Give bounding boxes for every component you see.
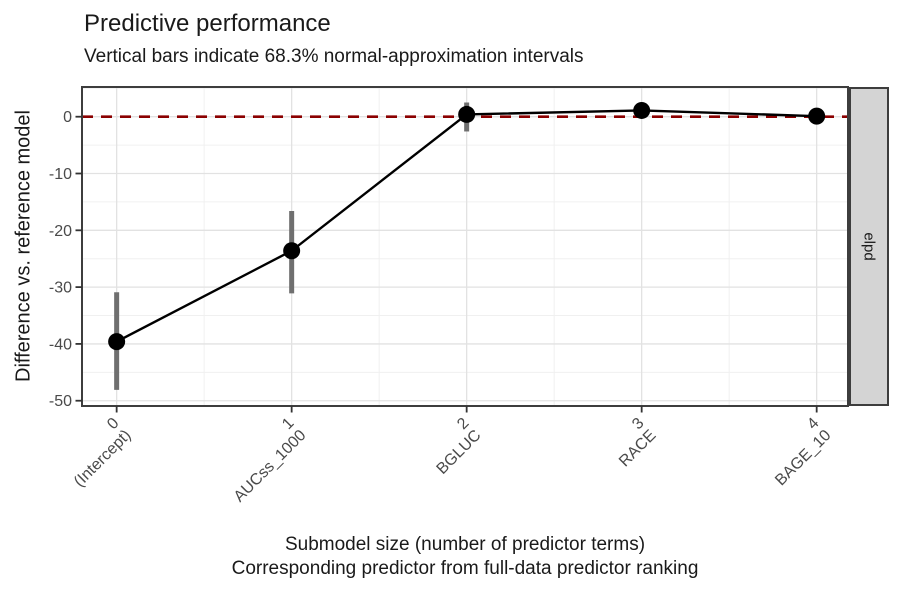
x-tick-label: 1AUCss_1000 [219,415,310,506]
chart-subtitle: Vertical bars indicate 68.3% normal-appr… [84,46,584,67]
y-tick-label: -50 [49,393,72,410]
data-point [458,105,476,123]
x-tick-label: 0(Intercept) [59,415,135,491]
panel-border [81,86,849,407]
y-tick-label: -30 [49,280,72,297]
x-axis-title-line2: Corresponding predictor from full-data p… [231,558,699,579]
y-tick-label: -10 [49,166,72,183]
y-tick-label: -40 [49,336,72,353]
data-point [633,101,651,119]
data-point [108,333,126,351]
y-tick-label: 0 [63,109,72,126]
x-tick-label: 3RACE [604,415,660,471]
y-axis-title: Difference vs. reference model [12,110,35,382]
panel-background [82,87,848,406]
chart-title: Predictive performance [84,10,331,37]
facet-strip: elpd [849,87,889,406]
x-tick-label: 2BGLUC [421,415,484,478]
data-point [808,107,826,125]
facet-strip-label: elpd [860,232,878,261]
x-tick-label: 4BAGE_10 [760,415,834,489]
y-tick-label: -20 [49,223,72,240]
data-point [283,242,301,260]
x-axis-title-line1: Submodel size (number of predictor terms… [284,534,646,555]
